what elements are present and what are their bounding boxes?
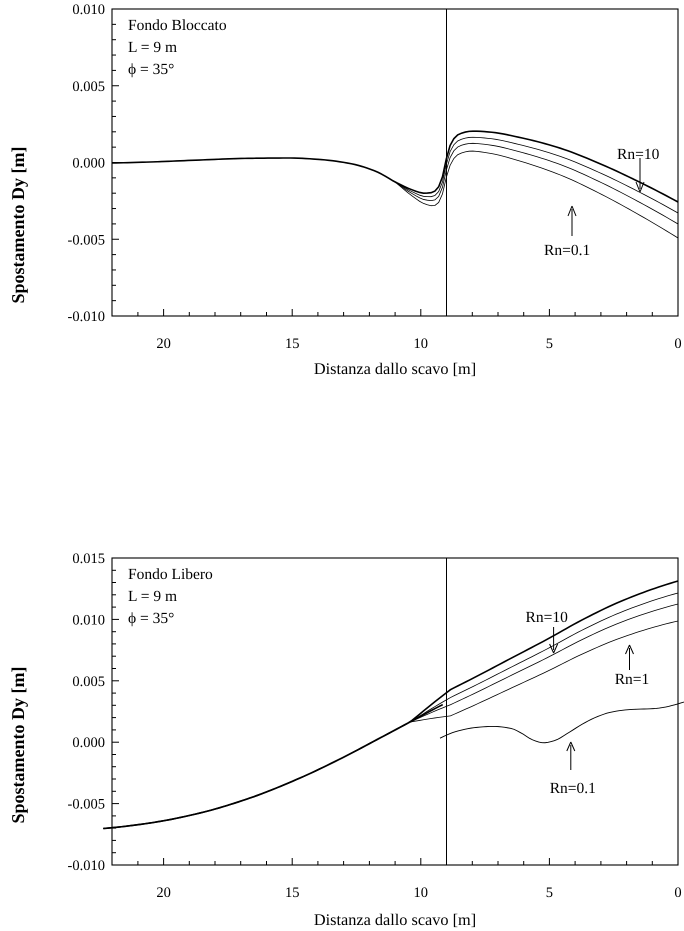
svg-text:0: 0: [674, 336, 681, 352]
svg-text:20: 20: [156, 336, 171, 352]
svg-text:L = 9 m: L = 9 m: [128, 588, 177, 605]
svg-text:0.010: 0.010: [72, 612, 105, 628]
svg-text:10: 10: [414, 885, 429, 901]
svg-text:ϕ = 35°: ϕ = 35°: [128, 61, 174, 78]
svg-text:15: 15: [285, 336, 300, 352]
svg-text:0.005: 0.005: [72, 674, 105, 690]
svg-text:20: 20: [156, 885, 171, 901]
svg-text:5: 5: [546, 885, 553, 901]
svg-text:Fondo Libero: Fondo Libero: [128, 566, 213, 583]
svg-text:Distanza dallo scavo [m]: Distanza dallo scavo [m]: [314, 359, 476, 378]
svg-text:ϕ = 35°: ϕ = 35°: [128, 610, 174, 627]
svg-text:Spostamento Dy [m]: Spostamento Dy [m]: [8, 667, 28, 824]
svg-text:-0.005: -0.005: [68, 232, 105, 248]
svg-text:0.000: 0.000: [72, 156, 105, 172]
svg-text:Rn=10: Rn=10: [526, 609, 569, 626]
svg-text:0.005: 0.005: [72, 79, 105, 95]
svg-text:-0.005: -0.005: [68, 797, 105, 813]
svg-text:5: 5: [546, 336, 553, 352]
svg-text:L = 9 m: L = 9 m: [128, 39, 177, 56]
svg-text:Spostamento Dy [m]: Spostamento Dy [m]: [8, 147, 28, 304]
svg-text:10: 10: [414, 336, 429, 352]
svg-text:0.015: 0.015: [72, 551, 105, 567]
svg-text:Rn=0.1: Rn=0.1: [550, 780, 596, 797]
svg-text:0: 0: [674, 885, 681, 901]
svg-text:Rn=0.1: Rn=0.1: [544, 242, 590, 259]
svg-text:0.000: 0.000: [72, 735, 105, 751]
svg-text:-0.010: -0.010: [68, 858, 105, 874]
svg-text:15: 15: [285, 885, 300, 901]
svg-text:Distanza dallo scavo [m]: Distanza dallo scavo [m]: [314, 910, 476, 929]
svg-text:Fondo Bloccato: Fondo Bloccato: [128, 17, 227, 34]
svg-text:0.010: 0.010: [72, 2, 105, 18]
svg-text:Rn=10: Rn=10: [617, 146, 660, 163]
svg-text:Rn=1: Rn=1: [615, 671, 650, 688]
svg-text:-0.010: -0.010: [68, 309, 105, 325]
